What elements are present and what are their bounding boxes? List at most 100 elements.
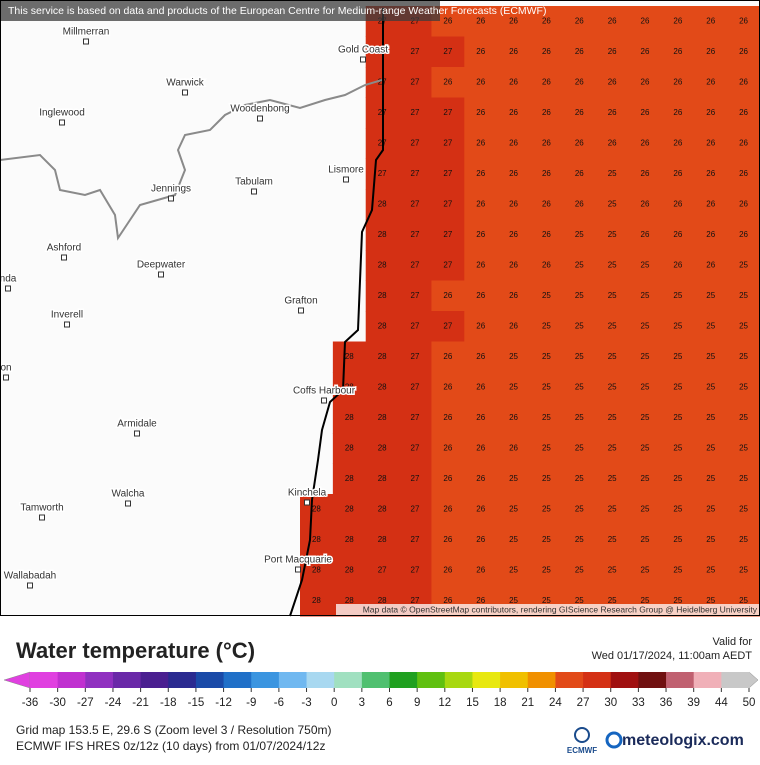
sea-cell bbox=[727, 219, 760, 251]
cell-value: 26 bbox=[641, 47, 650, 56]
sea-cell bbox=[661, 36, 695, 68]
sea-cell bbox=[497, 402, 531, 434]
sea-cell bbox=[661, 555, 695, 586]
cell-value: 26 bbox=[575, 16, 584, 25]
cell-value: 27 bbox=[443, 169, 452, 178]
cell-value: 26 bbox=[575, 108, 584, 117]
sea-cell bbox=[530, 341, 564, 373]
cell-value: 25 bbox=[641, 291, 650, 300]
bar-arrow-left bbox=[3, 671, 31, 689]
sea-cell bbox=[431, 67, 465, 98]
place-marker bbox=[257, 115, 263, 122]
grid-info: Grid map 153.5 E, 29.6 S (Zoom level 3 /… bbox=[16, 723, 332, 737]
cell-value: 26 bbox=[608, 108, 617, 117]
sea-cell bbox=[562, 6, 597, 37]
cell-value: 25 bbox=[706, 382, 715, 391]
sea-cell bbox=[398, 524, 432, 556]
cell-value: 27 bbox=[443, 321, 452, 330]
sea-cell bbox=[398, 128, 432, 159]
sea-cell bbox=[497, 158, 531, 190]
cell-value: 26 bbox=[509, 138, 518, 147]
bar-segment bbox=[472, 672, 501, 688]
sea-cell bbox=[661, 250, 695, 281]
cell-value: 26 bbox=[443, 504, 452, 513]
sea-cell bbox=[694, 372, 728, 403]
cell-value: 26 bbox=[706, 260, 715, 269]
cell-value: 26 bbox=[706, 108, 715, 117]
cell-value: 28 bbox=[378, 382, 387, 391]
cell-value: 28 bbox=[345, 565, 354, 574]
cell-value: 27 bbox=[443, 230, 452, 239]
cell-value: 27 bbox=[411, 596, 420, 605]
sea-cell bbox=[595, 402, 630, 434]
sea-cell bbox=[464, 402, 498, 434]
cell-value: 26 bbox=[443, 16, 452, 25]
sea-cell bbox=[497, 67, 531, 98]
sea-cell bbox=[562, 280, 597, 312]
sea-cell bbox=[595, 158, 630, 190]
sea-cell bbox=[497, 311, 531, 342]
valid-label: Valid for bbox=[712, 636, 752, 648]
cell-value: 25 bbox=[542, 321, 551, 330]
cell-value: 25 bbox=[575, 382, 584, 391]
cell-value: 26 bbox=[509, 108, 518, 117]
brand-icon bbox=[605, 731, 623, 749]
cell-value: 25 bbox=[706, 565, 715, 574]
bar-tick-label: -24 bbox=[105, 697, 122, 709]
cell-value: 26 bbox=[575, 169, 584, 178]
sea-cell bbox=[398, 67, 432, 98]
sea-cell bbox=[694, 250, 728, 281]
cell-value: 27 bbox=[411, 535, 420, 544]
cell-value: 25 bbox=[608, 230, 617, 239]
bar-arrow-right bbox=[748, 671, 759, 689]
sea-cell bbox=[661, 524, 695, 556]
sea-cell bbox=[431, 341, 465, 373]
cell-value: 25 bbox=[641, 321, 650, 330]
cell-value: 28 bbox=[345, 535, 354, 544]
sea-cell bbox=[628, 494, 662, 525]
place-marker bbox=[158, 271, 164, 278]
cell-value: 26 bbox=[443, 352, 452, 361]
cell-value: 26 bbox=[476, 321, 485, 330]
cell-value: 28 bbox=[345, 474, 354, 483]
sea-cell bbox=[464, 433, 498, 464]
sea-cell bbox=[628, 524, 662, 556]
sea-cell bbox=[727, 372, 760, 403]
sea-cell bbox=[332, 463, 367, 495]
place-label: Wallabadah bbox=[4, 571, 56, 582]
cell-value: 28 bbox=[345, 596, 354, 605]
cell-value: 26 bbox=[706, 47, 715, 56]
cell-value: 26 bbox=[641, 77, 650, 86]
cell-value: 27 bbox=[443, 108, 452, 117]
sea-cell bbox=[365, 280, 400, 312]
place-label: Kinchela bbox=[288, 488, 327, 499]
cell-value: 26 bbox=[739, 77, 748, 86]
cell-value: 25 bbox=[673, 382, 682, 391]
cell-value: 28 bbox=[378, 535, 387, 544]
place-marker bbox=[64, 321, 70, 328]
cell-value: 25 bbox=[575, 443, 584, 452]
cell-value: 28 bbox=[378, 596, 387, 605]
sea-cell bbox=[562, 372, 597, 403]
cell-value: 25 bbox=[608, 169, 617, 178]
cell-value: 26 bbox=[443, 565, 452, 574]
sea-cell bbox=[694, 36, 728, 68]
sea-cell bbox=[530, 555, 564, 586]
cell-value: 26 bbox=[706, 199, 715, 208]
bar-tick-label: -3 bbox=[301, 697, 311, 709]
cell-value: 25 bbox=[542, 565, 551, 574]
cell-value: 26 bbox=[476, 413, 485, 422]
sea-cell bbox=[464, 524, 498, 556]
cell-value: 25 bbox=[706, 474, 715, 483]
sea-cell bbox=[464, 494, 498, 525]
sea-cell bbox=[595, 311, 630, 342]
cell-value: 25 bbox=[608, 352, 617, 361]
bar-segment bbox=[555, 672, 584, 688]
cell-value: 25 bbox=[641, 352, 650, 361]
sea-cell bbox=[365, 494, 400, 525]
bar-tick-label: 12 bbox=[438, 697, 451, 709]
sea-cell bbox=[398, 433, 432, 464]
cell-value: 26 bbox=[476, 77, 485, 86]
cell-value: 25 bbox=[542, 413, 551, 422]
